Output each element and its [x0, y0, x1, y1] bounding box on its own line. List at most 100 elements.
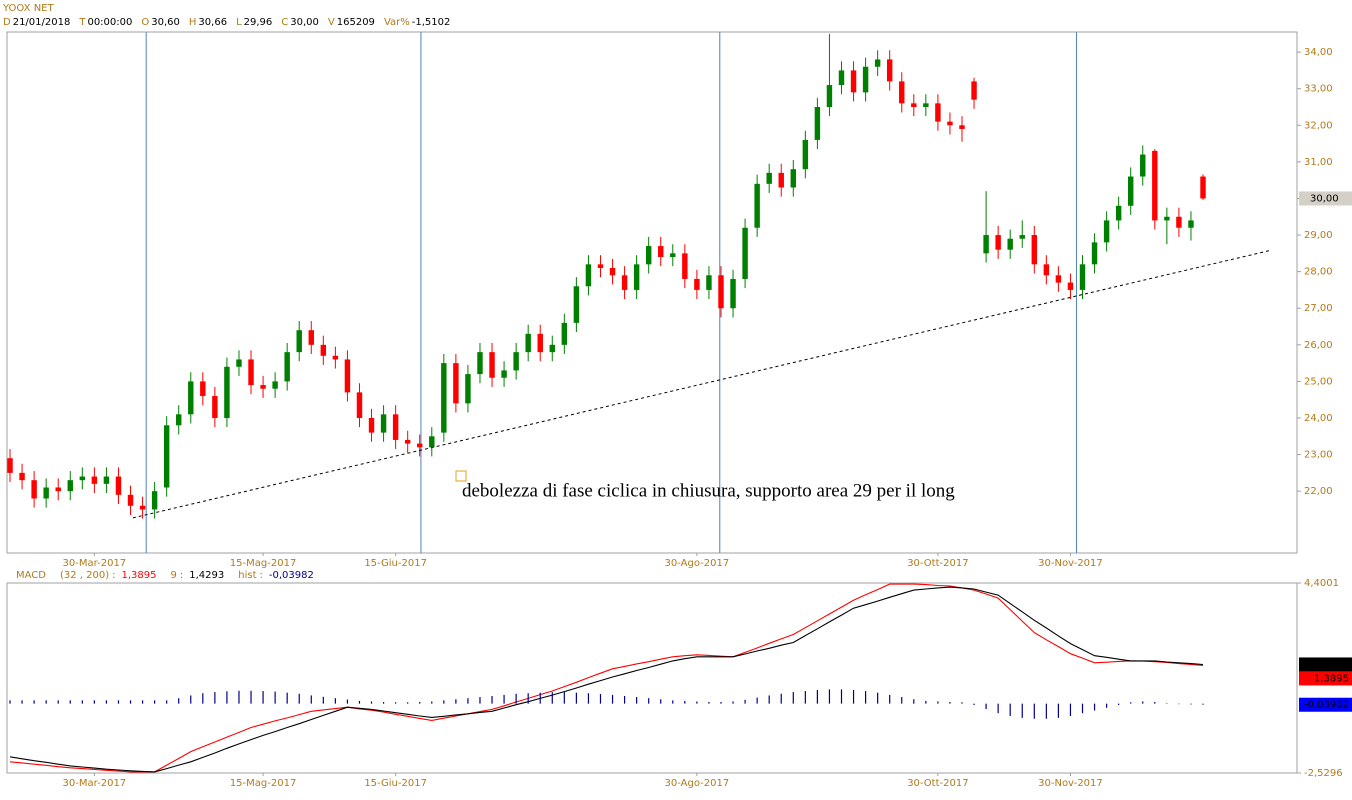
legend-value: 1,4293 — [189, 570, 224, 581]
y-tick-label: 26,00 — [1304, 340, 1333, 351]
candle-body — [585, 264, 592, 287]
info-key: H — [189, 17, 197, 28]
candle-body — [284, 352, 290, 382]
info-row: D 21/01/2018 T 00:00:00 O 30,60 H 30,66 L 29,96 C 3… — [3, 17, 450, 28]
candle-body — [790, 169, 797, 188]
candle-body — [248, 359, 254, 386]
candle-body — [1031, 235, 1038, 265]
legend-name: (32 , 200) — [60, 570, 109, 581]
candle-body — [1043, 264, 1050, 276]
candle-body — [778, 172, 784, 188]
candle-body — [682, 253, 688, 279]
candle-body — [7, 458, 13, 473]
info-key: L — [236, 17, 242, 28]
info-value: 30,00 — [290, 17, 319, 28]
y-tick-label: 28,00 — [1304, 267, 1333, 278]
info-key: T — [78, 17, 86, 28]
candle-body — [163, 425, 170, 488]
legend-value: 1,3895 — [122, 570, 157, 581]
candle-body — [356, 392, 363, 418]
candle-body — [308, 330, 314, 345]
last-price-label: 30,00 — [1310, 193, 1339, 204]
candle-body — [127, 494, 134, 506]
candle-body — [296, 330, 302, 353]
x-tick-label: 30-Ott-2017 — [907, 558, 968, 569]
candle-body — [814, 107, 821, 140]
y-tick-label: 34,00 — [1304, 47, 1333, 58]
candle-body — [272, 381, 278, 389]
candle-body — [417, 443, 423, 448]
y-tick-label: 33,00 — [1304, 84, 1333, 95]
info-value: 30,60 — [151, 17, 180, 28]
y-tick-label: 22,00 — [1304, 486, 1333, 497]
info-key: O — [141, 17, 149, 28]
candle-body — [368, 417, 375, 433]
candle-body — [983, 235, 989, 254]
candle-body — [609, 267, 616, 276]
candle-body — [103, 476, 110, 484]
candle-body — [694, 278, 700, 290]
candle-body — [392, 414, 399, 440]
chart-title: YOOX NET — [2, 3, 54, 14]
y-tick-label: -2,5296 — [1304, 768, 1343, 779]
candle-body — [597, 264, 604, 268]
candle-body — [911, 103, 917, 108]
y-tick-label: 23,00 — [1304, 450, 1333, 461]
value-tag-label: 1,3895 — [1314, 673, 1349, 684]
legend-value: -0,03982 — [269, 570, 314, 581]
price-panel — [6, 31, 1298, 554]
candle-body — [1079, 264, 1086, 290]
value-tag-label: 1,4293 — [1314, 659, 1349, 670]
candle-body — [838, 70, 845, 86]
candle-body — [802, 139, 809, 170]
candle-body — [31, 480, 37, 499]
legend-name: 9 — [171, 570, 177, 581]
candle-body — [826, 85, 833, 108]
macd-line — [9, 583, 1204, 773]
candle-body — [1055, 275, 1062, 283]
candle-body — [224, 366, 230, 418]
candle-body — [1127, 176, 1134, 206]
x-tick-label: 30-Ott-2017 — [907, 778, 968, 789]
info-value: 165209 — [337, 17, 375, 28]
x-tick-label: 15-Giu-2017 — [364, 558, 427, 569]
x-tick-label: 30-Nov-2017 — [1038, 558, 1103, 569]
candle-body — [19, 472, 25, 481]
candle-body — [742, 227, 748, 279]
candle-body — [1152, 150, 1158, 221]
candle-body — [1007, 238, 1013, 250]
x-tick-label: 30-Ago-2017 — [665, 558, 730, 569]
candle-body — [730, 278, 736, 309]
candle-body — [706, 275, 712, 290]
trendline — [132, 249, 1272, 519]
x-tick-label: 15-Giu-2017 — [364, 778, 427, 789]
candle-body — [670, 253, 676, 258]
info-key: Var% — [384, 17, 410, 28]
legend-separator: : — [260, 570, 263, 581]
candle-body — [43, 487, 49, 499]
last-price-tag — [1299, 191, 1352, 206]
info-key: V — [328, 17, 335, 28]
candle-body — [766, 172, 772, 184]
value-tag-label: -0,03982 — [1304, 700, 1349, 711]
info-value: 29,96 — [244, 17, 273, 28]
candle-body — [573, 286, 580, 323]
macd-header: MACD (32 , 200):1,3895 9:1,4293 hist: -0,039… — [16, 570, 314, 581]
candle-body — [139, 505, 146, 510]
info-value: 30,66 — [198, 17, 227, 28]
y-tick-label: 25,00 — [1304, 376, 1333, 387]
info-value: 21/01/2018 — [13, 17, 71, 28]
y-tick-label: 29,00 — [1304, 230, 1333, 241]
candle-body — [429, 436, 435, 448]
candle-body — [645, 246, 652, 265]
candle-body — [79, 476, 86, 481]
candle-body — [718, 275, 724, 309]
legend-separator: : — [180, 570, 183, 581]
candle-body — [621, 275, 628, 290]
candle-body — [477, 352, 483, 375]
candle-body — [188, 381, 194, 415]
candle-body — [1164, 216, 1170, 221]
y-tick-label: 31,00 — [1304, 157, 1333, 168]
candle-body — [212, 396, 218, 418]
candle-body — [465, 374, 471, 404]
